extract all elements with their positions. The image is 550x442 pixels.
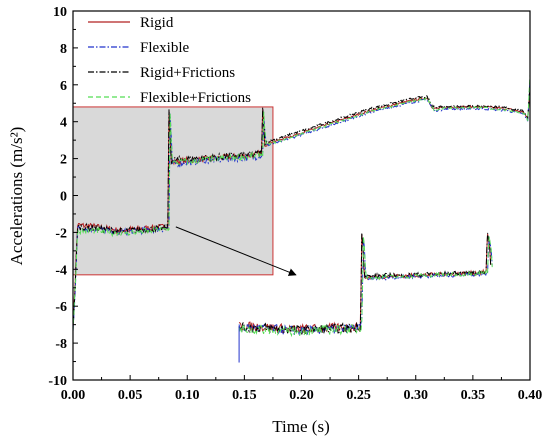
inset-line-flexible-frictions xyxy=(238,236,493,338)
legend-label: Flexible xyxy=(140,40,190,56)
y-tick-label: -4 xyxy=(55,263,67,278)
legend-label: Flexible+Frictions xyxy=(140,90,251,106)
zoom-arrow xyxy=(175,226,297,276)
y-tick-label: -8 xyxy=(55,337,67,352)
x-tick-label: 0.00 xyxy=(61,388,86,403)
x-axis-title: Time (s) xyxy=(272,417,329,436)
y-tick-label: -2 xyxy=(55,226,67,241)
x-tick-label: 0.25 xyxy=(346,388,371,403)
y-tick-label: 8 xyxy=(60,42,67,57)
zoom-arrow-line xyxy=(175,226,297,276)
legend-label: Rigid xyxy=(140,15,174,31)
x-tick-label: 0.10 xyxy=(175,388,200,403)
y-axis: 10 8 6 4 2 0 -2 -4 -6 -8 -10 xyxy=(48,5,78,389)
inset-source-region xyxy=(72,106,274,276)
y-tick-label: 4 xyxy=(60,116,67,131)
series-layer xyxy=(73,74,530,332)
series-line-flexible-frictions xyxy=(73,74,530,332)
x-tick-label: 0.40 xyxy=(518,388,543,403)
series-line-flexible xyxy=(73,80,530,332)
y-tick-label: 0 xyxy=(60,190,67,205)
x-tick-label: 0.35 xyxy=(461,388,486,403)
x-tick-label: 0.05 xyxy=(118,388,143,403)
y-tick-label: 10 xyxy=(53,5,67,20)
x-tick-label: 0.15 xyxy=(232,388,257,403)
y-tick-label: -6 xyxy=(55,300,67,315)
y-axis-title: Accelerations (m/s²) xyxy=(7,127,26,266)
y-tick-label: -10 xyxy=(48,374,67,389)
x-tick-label: 0.20 xyxy=(289,388,314,403)
legend: Rigid Flexible Rigid+Frictions Flexible+Fri… xyxy=(88,15,251,106)
y-tick-label: 6 xyxy=(60,79,67,94)
x-axis: 0.00 0.05 0.10 0.15 0.20 0.25 0.30 0.35 0.40 xyxy=(61,375,543,403)
x-tick-label: 0.30 xyxy=(404,388,429,403)
inset-line-flexible xyxy=(238,237,493,336)
inset-source-box xyxy=(72,106,274,276)
legend-label: Rigid+Frictions xyxy=(140,65,235,81)
inset-zoom-view xyxy=(238,232,493,363)
y-tick-label: 2 xyxy=(60,153,67,168)
